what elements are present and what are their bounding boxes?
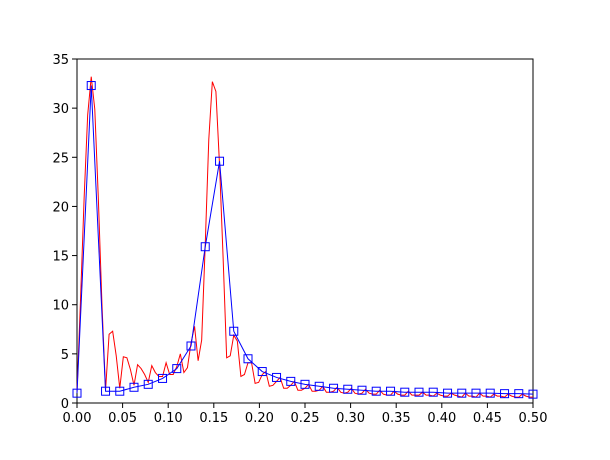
marker — [371, 386, 381, 396]
y-tick-label: 25 — [52, 151, 69, 166]
marker — [329, 383, 339, 393]
x-tick-label: 0.05 — [108, 411, 137, 426]
marker — [343, 384, 353, 394]
y-tick-label: 30 — [52, 102, 69, 117]
y-tick-label: 5 — [61, 348, 69, 363]
x-tick-label: 0.20 — [245, 411, 274, 426]
marker — [357, 385, 367, 395]
marker — [129, 382, 139, 392]
x-tick-label: 0.50 — [519, 411, 548, 426]
marker — [514, 389, 524, 399]
marker — [143, 379, 153, 389]
y-tick-label: 35 — [52, 53, 69, 68]
marker — [314, 381, 324, 391]
marker — [485, 388, 495, 398]
marker — [457, 388, 467, 398]
y-tick-label: 10 — [52, 299, 69, 314]
marker — [172, 364, 182, 374]
marker — [471, 388, 481, 398]
marker — [86, 81, 96, 91]
marker — [428, 387, 438, 397]
marker — [101, 386, 111, 396]
marker — [115, 386, 125, 396]
y-tick-label: 15 — [52, 250, 69, 265]
marker — [243, 354, 253, 364]
x-tick-label: 0.25 — [291, 411, 320, 426]
marker — [272, 372, 282, 382]
marker — [386, 386, 396, 396]
marker — [414, 387, 424, 397]
x-tick-label: 0.30 — [336, 411, 365, 426]
x-tick-label: 0.35 — [382, 411, 411, 426]
marker — [200, 242, 210, 252]
y-tick-label: 0 — [61, 397, 69, 412]
x-tick-label: 0.45 — [473, 411, 502, 426]
marker — [400, 387, 410, 397]
marker — [257, 367, 267, 377]
marker — [528, 389, 538, 399]
x-tick-label: 0.00 — [63, 411, 92, 426]
marker — [443, 388, 453, 398]
y-tick-label: 20 — [52, 200, 69, 215]
marker — [229, 326, 239, 336]
marker — [72, 388, 82, 398]
marker — [186, 341, 196, 351]
marker — [215, 156, 225, 166]
x-tick-label: 0.15 — [199, 411, 228, 426]
marker — [300, 379, 310, 389]
x-tick-label: 0.10 — [154, 411, 183, 426]
marker — [500, 389, 510, 399]
x-tick-label: 0.40 — [427, 411, 456, 426]
marker — [158, 373, 168, 383]
series-line — [76, 76, 533, 398]
marker — [286, 376, 296, 386]
series-line — [76, 85, 534, 395]
plot-frame — [76, 58, 534, 404]
